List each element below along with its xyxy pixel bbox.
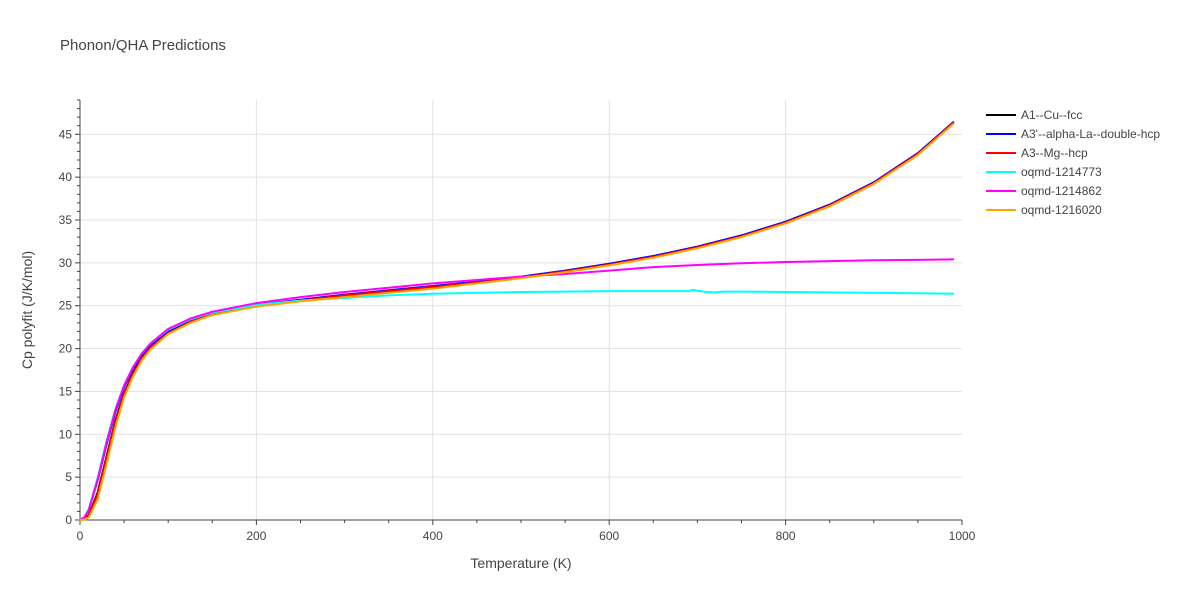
series-line-A3'--alpha-La--double-hcp[interactable] (79, 121, 955, 521)
chart-title: Phonon/QHA Predictions (60, 37, 226, 54)
legend-item[interactable]: A3'--alpha-La--double-hcp (986, 127, 1160, 141)
legend-item[interactable]: oqmd-1214862 (986, 184, 1102, 198)
y-tick-label: 0 (65, 513, 72, 527)
x-tick-label: 400 (423, 529, 443, 543)
y-tick-label: 25 (59, 299, 73, 313)
y-tick-label: 40 (59, 170, 73, 184)
legend-item[interactable]: oqmd-1216020 (986, 203, 1102, 217)
y-axis-title: Cp polyfit (J/K/mol) (19, 251, 35, 369)
series-line-oqmd-1214773[interactable] (79, 288, 955, 521)
legend-item[interactable]: oqmd-1214773 (986, 165, 1102, 179)
x-axis-title: Temperature (K) (470, 555, 571, 571)
y-tick-label: 15 (59, 384, 73, 398)
legend-label: A3'--alpha-La--double-hcp (1021, 127, 1160, 141)
axes: 0 5 10 15 20 25 30 35 40 45 0 200 400 600 800 1000 (59, 99, 976, 543)
x-tick-label: 800 (776, 529, 796, 543)
plot-series (79, 121, 955, 521)
x-tick-label: 1000 (949, 529, 976, 543)
series-line-oqmd-1216020[interactable] (79, 123, 955, 521)
legend-label: A1--Cu--fcc (1021, 108, 1082, 122)
legend-label: A3--Mg--hcp (1021, 146, 1088, 160)
y-tick-label: 10 (59, 427, 73, 441)
x-tick-label: 0 (77, 529, 84, 543)
x-tick-label: 600 (599, 529, 619, 543)
y-tick-label: 45 (59, 127, 73, 141)
legend[interactable]: A1--Cu--fcc A3'--alpha-La--double-hcp A3--… (986, 108, 1160, 217)
y-tick-label: 35 (59, 213, 73, 227)
series-line-oqmd-1214862[interactable] (79, 258, 955, 521)
legend-label: oqmd-1216020 (1021, 203, 1102, 217)
x-tick-label: 200 (246, 529, 266, 543)
y-tick-label: 5 (65, 470, 72, 484)
y-tick-label: 20 (59, 342, 73, 356)
legend-item[interactable]: A3--Mg--hcp (986, 146, 1088, 160)
legend-item[interactable]: A1--Cu--fcc (986, 108, 1082, 122)
y-tick-label: 30 (59, 256, 73, 270)
legend-label: oqmd-1214862 (1021, 184, 1102, 198)
legend-label: oqmd-1214773 (1021, 165, 1102, 179)
grid-lines (80, 100, 962, 520)
series-line-A3--Mg--hcp[interactable] (79, 122, 955, 521)
series-line-A1--Cu--fcc[interactable] (79, 122, 955, 521)
